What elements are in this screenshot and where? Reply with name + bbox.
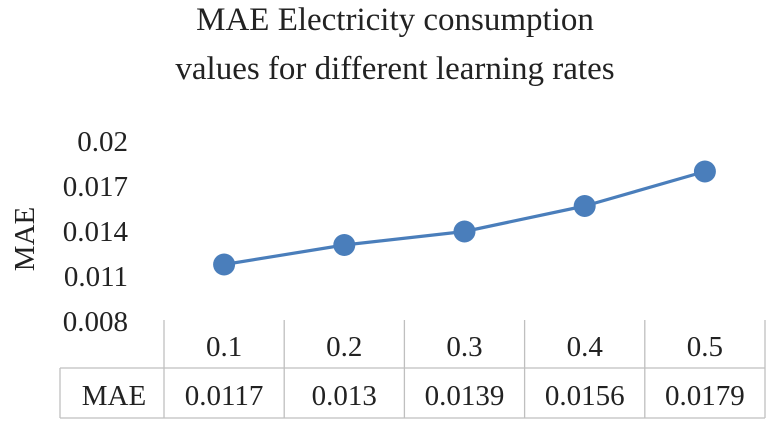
x-category-label: 0.1	[206, 331, 242, 363]
table-value: 0.0156	[545, 380, 625, 412]
x-category-label: 0.5	[687, 331, 723, 363]
chart-title-line-1: MAE Electricity consumption	[196, 2, 594, 38]
table-series-name: MAE	[82, 380, 146, 412]
data-point	[453, 220, 476, 243]
x-category-label: 0.4	[567, 331, 604, 363]
y-axis-title: MAE	[9, 207, 41, 271]
y-tick-label: 0.008	[63, 306, 128, 338]
y-tick-label: 0.02	[77, 126, 128, 158]
x-category-label: 0.3	[446, 331, 482, 363]
series-line	[223, 169, 706, 267]
data-point	[213, 253, 236, 276]
y-tick-label: 0.017	[63, 171, 128, 203]
table-value: 0.0179	[665, 380, 745, 412]
data-table-text: 0.1 0.2 0.3 0.4 0.5 MAE 0.0117 0.013 0.0139 0.015…	[82, 331, 745, 412]
data-point	[693, 160, 716, 183]
x-category-label: 0.2	[326, 331, 362, 363]
data-point	[333, 234, 356, 256]
plot-area	[213, 160, 716, 276]
y-tick-label: 0.014	[63, 216, 129, 248]
y-tick-labels: 0.02 0.017 0.014 0.011 0.008	[63, 126, 129, 338]
table-value: 0.0139	[425, 380, 505, 412]
table-value: 0.0117	[185, 380, 264, 412]
y-tick-label: 0.011	[64, 261, 128, 293]
table-value: 0.013	[312, 380, 377, 412]
chart-title-line-2: values for different learning rates	[175, 51, 614, 87]
data-point	[573, 195, 596, 217]
data-table-grid	[59, 320, 766, 419]
